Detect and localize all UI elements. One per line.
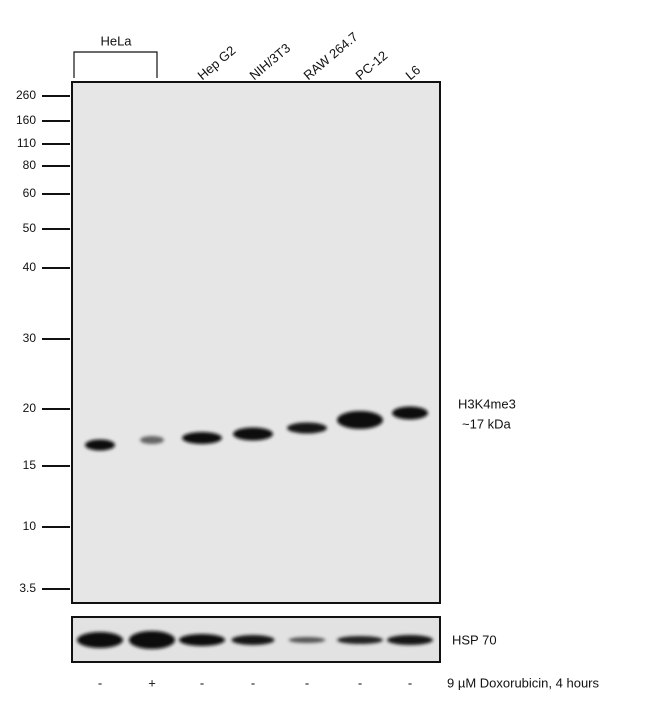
lane-label: NIH/3T3 bbox=[246, 40, 293, 83]
marker-label: 60 bbox=[23, 186, 37, 200]
treatment-sign: - bbox=[200, 675, 204, 690]
lane-label: RAW 264.7 bbox=[300, 29, 360, 83]
marker-label: 20 bbox=[23, 401, 37, 415]
treatment-label: 9 µM Doxorubicin, 4 hours bbox=[447, 675, 600, 690]
control-band bbox=[288, 637, 326, 643]
band bbox=[182, 432, 222, 444]
treatment-sign: + bbox=[148, 675, 156, 690]
group-bracket bbox=[73, 51, 158, 78]
marker-label: 15 bbox=[23, 458, 37, 472]
marker-label: 50 bbox=[23, 221, 37, 235]
marker-label: 260 bbox=[16, 88, 36, 102]
marker-label: 110 bbox=[17, 136, 36, 150]
lane-label: PC-12 bbox=[352, 48, 390, 83]
control-band bbox=[178, 634, 226, 646]
band bbox=[287, 422, 327, 434]
band bbox=[392, 406, 428, 420]
group-label: HeLa bbox=[100, 33, 132, 48]
lane-label: L6 bbox=[402, 62, 423, 83]
treatment-sign: - bbox=[251, 675, 255, 690]
control-band bbox=[386, 635, 434, 645]
band bbox=[233, 427, 273, 441]
marker-label: 160 bbox=[16, 113, 36, 127]
treatment-sign: - bbox=[358, 675, 362, 690]
control-band bbox=[336, 636, 384, 644]
control-band bbox=[76, 632, 124, 648]
marker-label: 30 bbox=[23, 331, 37, 345]
main-blot bbox=[71, 81, 441, 604]
treatment-sign: - bbox=[305, 675, 309, 690]
marker-label: 40 bbox=[23, 260, 37, 274]
band bbox=[140, 436, 164, 444]
control-band bbox=[128, 631, 176, 649]
band bbox=[337, 411, 383, 429]
marker-label: 10 bbox=[23, 519, 37, 533]
control-band bbox=[231, 635, 275, 645]
treatment-sign: - bbox=[98, 675, 102, 690]
band bbox=[85, 439, 115, 451]
target-size: ~17 kDa bbox=[462, 416, 512, 431]
bands bbox=[76, 406, 434, 649]
marker-label: 80 bbox=[23, 158, 37, 172]
marker-label: 3.5 bbox=[19, 581, 36, 595]
treatment-sign: - bbox=[408, 675, 412, 690]
target-name: H3K4me3 bbox=[458, 396, 516, 411]
loading-control: HSP 70 bbox=[452, 632, 497, 647]
lane-label: Hep G2 bbox=[194, 43, 238, 83]
